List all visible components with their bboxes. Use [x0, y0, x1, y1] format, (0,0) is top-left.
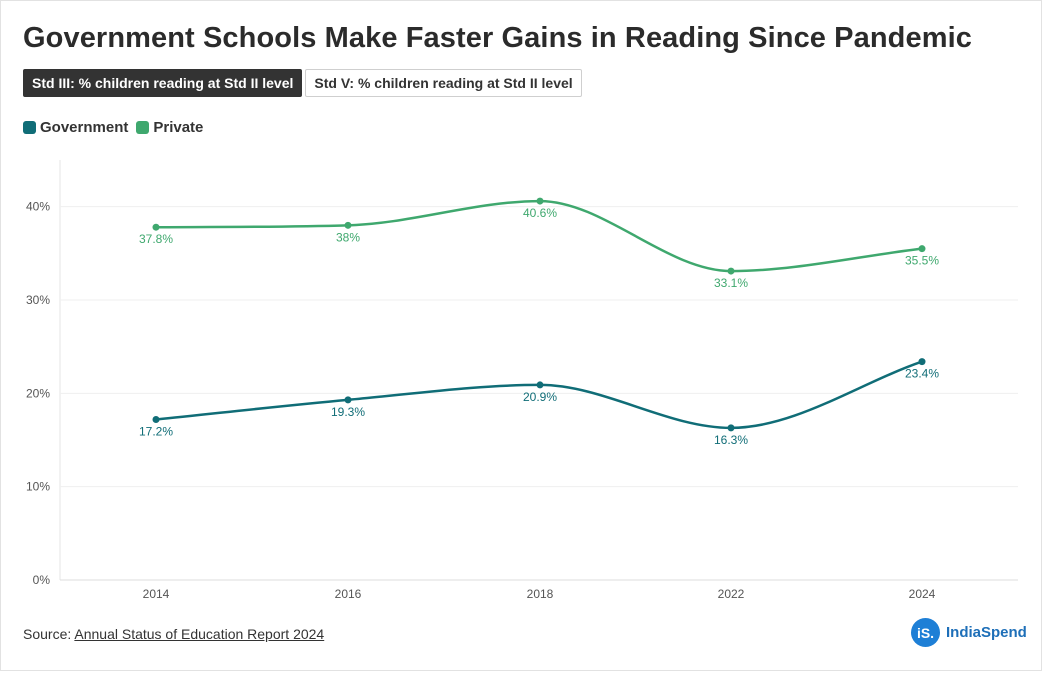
data-point-private — [344, 221, 352, 229]
y-tick-label: 10% — [26, 480, 50, 494]
y-tick-label: 20% — [26, 386, 50, 400]
data-label-private: 35.5% — [905, 254, 939, 268]
brand-name: IndiaSpend — [946, 624, 1027, 641]
y-tick-label: 30% — [26, 293, 50, 307]
data-label-government: 23.4% — [905, 367, 939, 381]
x-tick-label: 2024 — [909, 587, 936, 601]
data-label-private: 33.1% — [714, 276, 748, 290]
data-label-private: 37.8% — [139, 232, 173, 246]
chart-title: Government Schools Make Faster Gains in … — [23, 22, 972, 54]
legend-label-private: Private — [153, 119, 204, 136]
data-label-government: 19.3% — [331, 405, 365, 419]
data-label-private: 38% — [336, 230, 360, 244]
data-label-government: 16.3% — [714, 433, 748, 447]
y-tick-label: 0% — [33, 573, 51, 587]
data-label-government: 17.2% — [139, 424, 173, 438]
tab-std-v[interactable]: Std V: % children reading at Std II leve… — [305, 69, 582, 97]
x-tick-label: 2018 — [527, 587, 554, 601]
x-tick-label: 2022 — [718, 587, 745, 601]
source-note: Source: Annual Status of Education Repor… — [23, 626, 324, 642]
data-point-government — [344, 396, 352, 404]
data-point-government — [918, 358, 926, 366]
data-point-government — [152, 415, 160, 423]
data-point-private — [727, 267, 735, 275]
data-point-private — [918, 245, 926, 253]
x-tick-label: 2016 — [335, 587, 362, 601]
tab-std-iii[interactable]: Std III: % children reading at Std II le… — [23, 69, 303, 97]
legend-label-government: Government — [40, 119, 129, 136]
legend: Government Private — [23, 119, 203, 136]
data-point-private — [536, 197, 544, 205]
data-point-government — [727, 424, 735, 432]
data-point-private — [152, 223, 160, 231]
data-point-government — [536, 381, 544, 389]
source-prefix: Source: — [23, 626, 75, 642]
y-tick-label: 40% — [26, 200, 50, 214]
brand-logo[interactable]: iS. IndiaSpend — [911, 618, 1027, 647]
legend-swatch-government — [23, 121, 36, 134]
legend-item-government[interactable]: Government — [23, 119, 128, 136]
x-tick-label: 2014 — [143, 587, 170, 601]
brand-badge-icon: iS. — [911, 618, 940, 647]
legend-swatch-private — [136, 121, 150, 134]
data-label-government: 20.9% — [523, 390, 557, 404]
legend-item-private[interactable]: Private — [136, 119, 203, 136]
tab-bar: Std III: % children reading at Std II le… — [23, 69, 582, 97]
source-link[interactable]: Annual Status of Education Report 2024 — [74, 626, 325, 642]
data-label-private: 40.6% — [523, 206, 557, 220]
